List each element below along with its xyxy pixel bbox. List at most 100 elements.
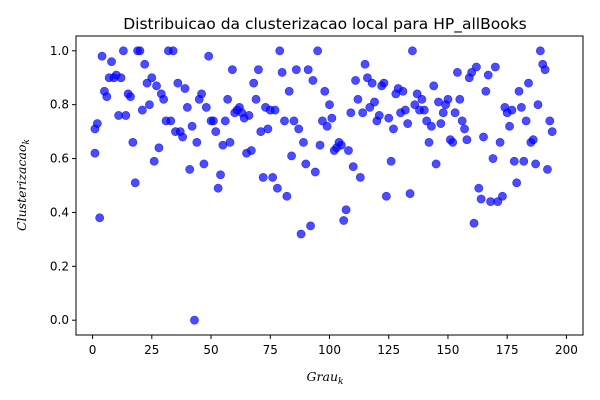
data-point <box>479 132 488 142</box>
data-points <box>90 46 557 325</box>
data-point <box>543 164 552 174</box>
data-point <box>152 81 161 91</box>
data-point <box>284 86 294 96</box>
data-point <box>408 46 417 56</box>
data-point <box>443 94 453 104</box>
data-point <box>128 137 138 147</box>
chart-title: Distribuicao da clusterizacao local para… <box>123 15 527 34</box>
data-point <box>192 137 202 147</box>
y-tick-label: 0.8 <box>50 98 69 112</box>
data-point <box>209 116 218 126</box>
data-point <box>244 111 254 120</box>
plot-area: 0 25 50 75 100 125 150 175 200 0.0 0.2 0.4 0.6 0.8 1.… <box>50 35 584 357</box>
data-point <box>140 59 150 69</box>
data-point <box>275 46 285 56</box>
y-tick-label: 1.0 <box>50 44 69 58</box>
data-point <box>481 86 491 96</box>
data-point <box>429 81 439 91</box>
data-point <box>351 76 360 85</box>
x-tick-label: 125 <box>377 343 400 357</box>
x-axis-ticks: 0 25 50 75 100 125 150 175 200 <box>89 335 578 357</box>
data-point <box>355 173 365 182</box>
data-point <box>490 62 500 72</box>
data-point <box>107 57 116 66</box>
data-point <box>137 105 147 115</box>
data-point <box>178 132 188 142</box>
data-point <box>344 146 353 155</box>
data-point <box>246 146 256 155</box>
y-tick-label: 0.0 <box>50 313 69 327</box>
data-point <box>545 116 555 126</box>
data-point <box>450 108 460 118</box>
y-tick-label: 0.4 <box>50 205 69 219</box>
data-point <box>201 102 211 112</box>
data-point <box>289 116 299 126</box>
data-point <box>166 116 176 126</box>
data-point <box>436 119 446 128</box>
y-axis-label-subscript: k <box>22 139 32 144</box>
data-point <box>453 67 462 77</box>
data-point <box>512 178 522 188</box>
data-point <box>384 113 394 123</box>
data-point <box>90 148 100 158</box>
data-point <box>251 94 261 104</box>
data-point <box>353 94 363 104</box>
data-point <box>389 124 398 134</box>
data-point <box>531 159 541 169</box>
data-point <box>419 105 429 115</box>
data-point <box>521 116 531 126</box>
data-point <box>313 46 323 56</box>
data-point <box>322 121 332 131</box>
x-tick-label: 175 <box>496 343 519 357</box>
data-point <box>379 78 389 88</box>
data-point <box>204 51 214 61</box>
data-point <box>386 156 396 166</box>
data-point <box>263 124 273 134</box>
data-point <box>102 92 112 102</box>
data-point <box>121 111 131 120</box>
data-point <box>403 119 413 128</box>
y-tick-label: 0.6 <box>50 152 69 166</box>
data-point <box>118 46 128 56</box>
data-point <box>336 140 346 150</box>
x-tick-label: 100 <box>318 343 341 357</box>
data-point <box>187 121 197 131</box>
data-point <box>159 94 169 104</box>
plot-frame <box>75 35 584 336</box>
data-point <box>533 100 543 110</box>
data-point <box>320 86 330 96</box>
data-point <box>535 46 545 56</box>
data-point <box>514 86 524 96</box>
data-point <box>303 65 313 75</box>
y-tick-label: 0.2 <box>50 259 69 273</box>
data-point <box>462 135 472 145</box>
data-point <box>173 78 183 88</box>
data-point <box>438 108 448 118</box>
data-point <box>474 183 484 193</box>
data-point <box>528 135 538 145</box>
data-point <box>199 159 209 169</box>
data-point <box>147 73 157 83</box>
data-point <box>220 116 230 126</box>
data-point <box>213 183 223 193</box>
data-point <box>517 102 526 112</box>
data-point <box>254 65 263 75</box>
data-point <box>405 189 415 198</box>
data-point <box>524 78 533 88</box>
data-point <box>398 86 408 96</box>
data-point <box>277 67 287 77</box>
data-point <box>507 105 517 115</box>
data-point <box>417 94 427 104</box>
data-point <box>426 121 436 131</box>
data-point <box>498 191 507 201</box>
data-point <box>280 116 289 126</box>
data-point <box>268 173 278 182</box>
x-tick-label: 75 <box>263 343 278 357</box>
data-point <box>282 191 292 201</box>
data-point <box>455 94 465 104</box>
data-point <box>301 159 311 169</box>
data-point <box>227 65 237 75</box>
data-point <box>471 62 481 72</box>
data-point <box>367 78 377 88</box>
